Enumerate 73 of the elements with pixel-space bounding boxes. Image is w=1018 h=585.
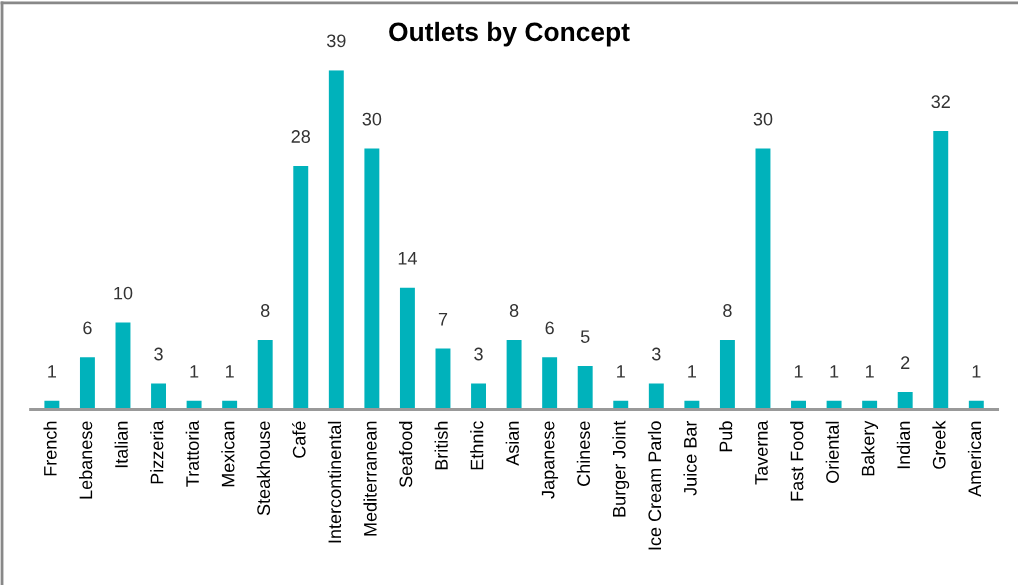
x-tick-label: French: [43, 421, 57, 476]
bar: [151, 383, 167, 410]
bar: [257, 339, 273, 410]
data-label: 1: [972, 365, 981, 378]
data-label: 8: [723, 304, 732, 317]
data-label: 1: [866, 365, 874, 378]
data-label: 6: [545, 321, 554, 335]
x-tick-label: Japanese: [541, 421, 559, 499]
x-tick-label: Fast Food: [790, 421, 804, 501]
data-label: 8: [260, 304, 270, 317]
data-label: 1: [830, 365, 839, 378]
bar: [648, 383, 664, 410]
bar: [79, 357, 95, 410]
data-label: 3: [154, 347, 163, 361]
bar: [435, 348, 451, 410]
bar: [542, 357, 558, 410]
x-tick-label: Steakhouse: [256, 421, 271, 516]
bar: [364, 148, 380, 410]
x-tick-label: Juice Bar: [683, 420, 697, 496]
data-label: 10: [114, 286, 133, 300]
x-tick-label: Intercontinental: [327, 421, 342, 543]
bar: [115, 322, 131, 410]
x-tick-label: Ethnic: [470, 421, 484, 470]
x-tick-label: American: [967, 421, 982, 497]
data-label: 2: [901, 356, 910, 369]
bar: [293, 165, 309, 410]
x-tick-label: Burger Joint: [612, 420, 630, 517]
data-label: 39: [326, 34, 346, 48]
x-tick-label: Trattoria: [185, 420, 199, 487]
data-label: 1: [794, 365, 803, 378]
x-tick-label: Chinese: [576, 421, 591, 486]
bar: [577, 366, 593, 410]
bar: [328, 70, 344, 410]
data-label: 28: [291, 130, 311, 143]
chart-title: Outlets by Concept: [389, 21, 630, 47]
x-tick-label: Seafood: [399, 421, 413, 488]
x-tick-label: Lebanese: [79, 421, 93, 499]
data-label: 6: [83, 321, 92, 335]
data-label: 32: [931, 95, 950, 109]
x-tick-label: Taverna: [755, 420, 768, 485]
data-label: 1: [226, 365, 234, 378]
x-tick-label: Café: [292, 421, 306, 458]
x-tick-label: Oriental: [825, 421, 839, 483]
x-tick-label: Mediterranean: [363, 421, 377, 536]
x-tick-label: Asian: [505, 421, 519, 466]
data-label: 14: [398, 252, 417, 265]
bar: [471, 383, 486, 410]
x-tick-label: Greek: [932, 420, 946, 469]
data-label: 1: [688, 365, 697, 378]
bar: [506, 339, 522, 410]
bar: [897, 392, 913, 410]
x-tick-label: British: [434, 421, 448, 470]
x-tick-label: Bakery: [861, 420, 879, 476]
bar: [719, 339, 735, 410]
x-tick-label: Indian: [896, 421, 911, 469]
data-label: 30: [362, 112, 382, 126]
bar: [755, 148, 771, 410]
bar: [399, 287, 415, 410]
data-label: 5: [580, 330, 590, 343]
data-label: 3: [474, 347, 483, 361]
data-label: 3: [651, 347, 661, 361]
data-label: 8: [509, 304, 519, 317]
data-label: 1: [617, 365, 625, 378]
x-tick-label: Italian: [114, 421, 128, 468]
bar: [933, 131, 949, 410]
data-label: 7: [438, 312, 448, 326]
data-label: 1: [48, 365, 57, 378]
data-label: 1: [190, 365, 199, 378]
x-tick-label: Pizzeria: [150, 420, 164, 484]
data-label: 30: [753, 112, 773, 126]
x-tick-label: Pub: [719, 421, 733, 452]
x-tick-label: Ice Cream Parlo: [647, 421, 662, 550]
x-tick-label: Mexican: [221, 421, 235, 487]
